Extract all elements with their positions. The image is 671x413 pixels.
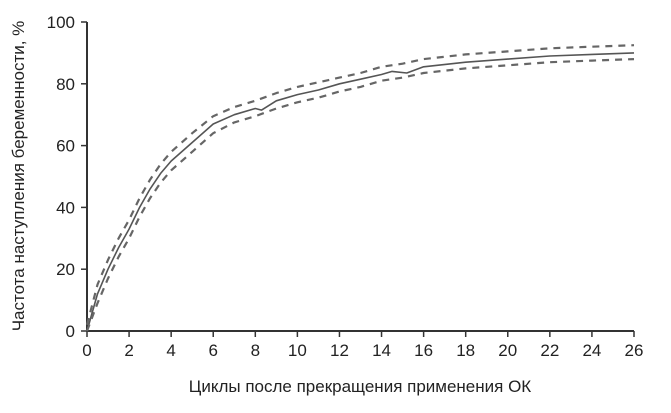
x-tick-label: 22 bbox=[540, 341, 559, 360]
lower-bound-line bbox=[85, 58, 635, 332]
x-tick-label: 4 bbox=[166, 341, 175, 360]
y-tick-label: 0 bbox=[66, 322, 75, 341]
series-group bbox=[85, 44, 635, 332]
x-tick-label: 24 bbox=[582, 341, 601, 360]
x-tick-label: 16 bbox=[414, 341, 433, 360]
x-tick-label: 18 bbox=[456, 341, 475, 360]
x-tick-label: 6 bbox=[208, 341, 217, 360]
x-tick-label: 10 bbox=[288, 341, 307, 360]
x-tick-label: 12 bbox=[330, 341, 349, 360]
x-tick-label: 26 bbox=[625, 341, 644, 360]
x-axis-title: Циклы после прекращения применения ОК bbox=[189, 377, 532, 396]
x-tick-label: 8 bbox=[251, 341, 260, 360]
upper-bound-line bbox=[85, 44, 635, 326]
y-axis-title: Частота наступления беременности, % bbox=[9, 21, 28, 332]
y-tick-label: 100 bbox=[47, 13, 75, 32]
y-tick-label: 20 bbox=[56, 260, 75, 279]
x-tick-label: 0 bbox=[82, 341, 91, 360]
x-tick-label: 14 bbox=[372, 341, 391, 360]
x-tick-label: 2 bbox=[124, 341, 133, 360]
y-tick-label: 60 bbox=[56, 137, 75, 156]
x-tick-label: 20 bbox=[498, 341, 517, 360]
y-tick-label: 80 bbox=[56, 75, 75, 94]
main-line bbox=[86, 52, 635, 332]
y-tick-label: 40 bbox=[56, 198, 75, 217]
